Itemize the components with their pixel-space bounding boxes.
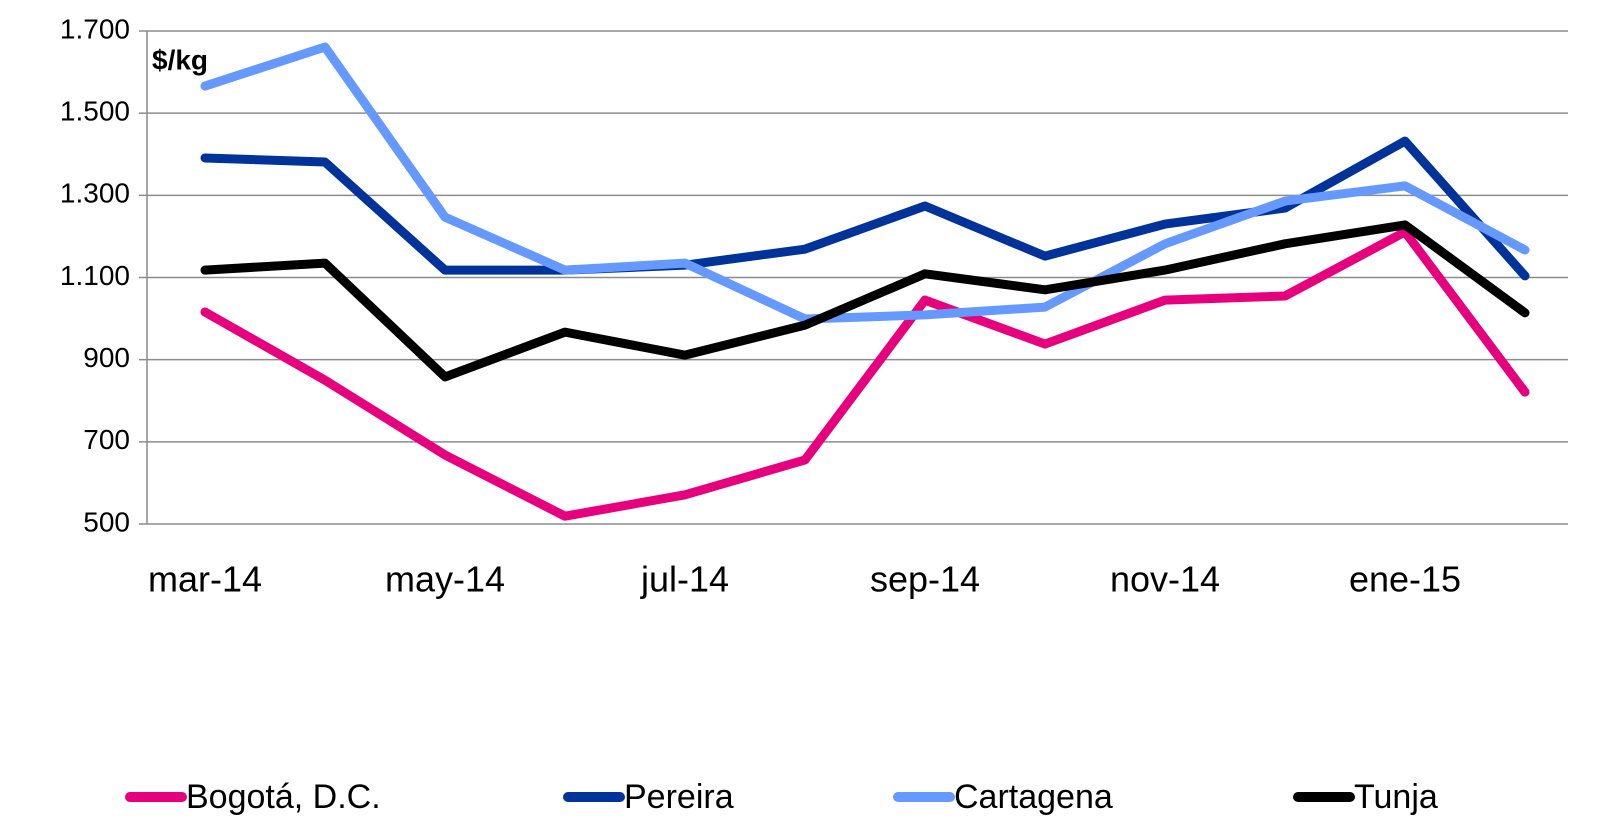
y-tick-label: 500 [83,506,130,537]
x-tick-label: jul-14 [640,559,729,600]
y-tick-label: 1.700 [60,13,130,44]
y-tick-label: 1.500 [60,96,130,127]
y-tick-label: 1.100 [60,260,130,291]
y-tick-label: 700 [83,424,130,455]
x-tick-label: sep-14 [870,559,980,600]
y-tick-label: 1.300 [60,178,130,209]
legend-label: Bogotá, D.C. [186,778,381,816]
series-line [200,220,1530,382]
series-line [200,42,1530,324]
series-line [200,227,1530,521]
unit-annotation: $/kg [152,44,208,75]
x-tick-label: may-14 [385,559,505,600]
x-tick-label: nov-14 [1110,559,1220,600]
y-tick-label: 900 [83,342,130,373]
legend-label: Pereira [624,778,734,816]
x-tick-label: mar-14 [148,559,262,600]
x-tick-label: ene-15 [1349,559,1461,600]
legend-label: Cartagena [954,778,1113,816]
legend-label: Tunja [1354,778,1438,816]
